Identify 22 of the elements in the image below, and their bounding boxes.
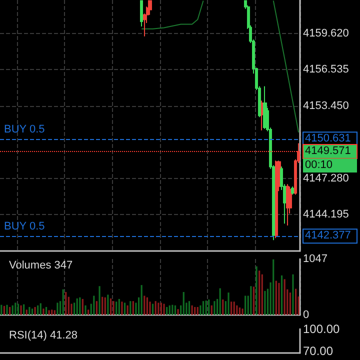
candlestick — [261, 100, 264, 131]
ref-line-label: 4142.377 — [305, 230, 351, 242]
candlestick — [286, 184, 289, 226]
y-tick-label: 4159.620 — [303, 27, 349, 40]
text: RSI(14) 41.28 — [9, 330, 78, 342]
text: 70.00 — [303, 344, 334, 358]
y-tick-label: 1047 — [303, 253, 328, 265]
y-tick-label: 4147.280 — [303, 172, 349, 184]
text: 100.00 — [303, 322, 340, 336]
annotation: BUY 0.5 — [4, 220, 45, 233]
chart-title: Volumes 347 — [9, 260, 73, 272]
ref-line-label: 4149.571 — [305, 145, 351, 158]
candlestick — [140, 0, 143, 27]
y-tick-label: 0 — [303, 309, 310, 321]
ref-line-label: 4150.631 — [305, 132, 351, 145]
y-tick-label: 4144.195 — [303, 208, 349, 221]
candlestick — [263, 86, 267, 130]
annotation: BUY 0.5 — [4, 124, 45, 136]
y-tick-label: 4156.535 — [303, 64, 349, 76]
line-series — [141, 0, 204, 30]
y-tick-label: 4153.450 — [303, 100, 349, 112]
text: 00:10 — [305, 159, 333, 172]
